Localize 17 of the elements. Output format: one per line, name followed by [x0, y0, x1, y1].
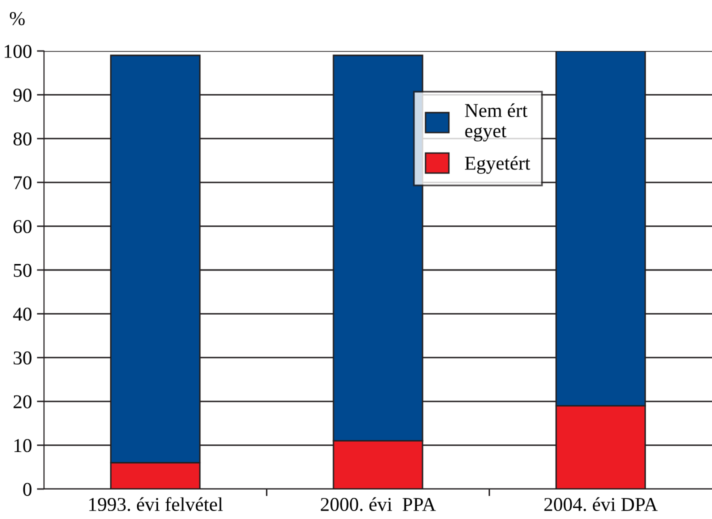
y-tick-label: 40 [13, 308, 32, 321]
x-tick-label: 2004. évi DPA [544, 497, 658, 512]
legend-label: Nem ért egyet [464, 103, 528, 142]
y-tick-label: 20 [14, 395, 32, 408]
y-tick-label: 30 [14, 351, 32, 365]
y-axis-title: % [10, 12, 25, 26]
y-tick-label: 100 [4, 44, 32, 58]
x-tick-label: 2000. évi PPA [320, 497, 436, 512]
y-tick-label: 50 [14, 264, 32, 277]
y-tick-label: 90 [13, 88, 32, 102]
legend-label: Egyetért [464, 156, 530, 174]
y-tick-label: 60 [14, 220, 32, 234]
y-tick-label: 80 [13, 132, 32, 146]
y-tick-label: 10 [14, 439, 32, 452]
x-tick-label: 1993. évi felvétel [89, 497, 223, 512]
y-tick-label: 0 [23, 482, 32, 496]
y-tick-label: 70 [14, 176, 32, 190]
